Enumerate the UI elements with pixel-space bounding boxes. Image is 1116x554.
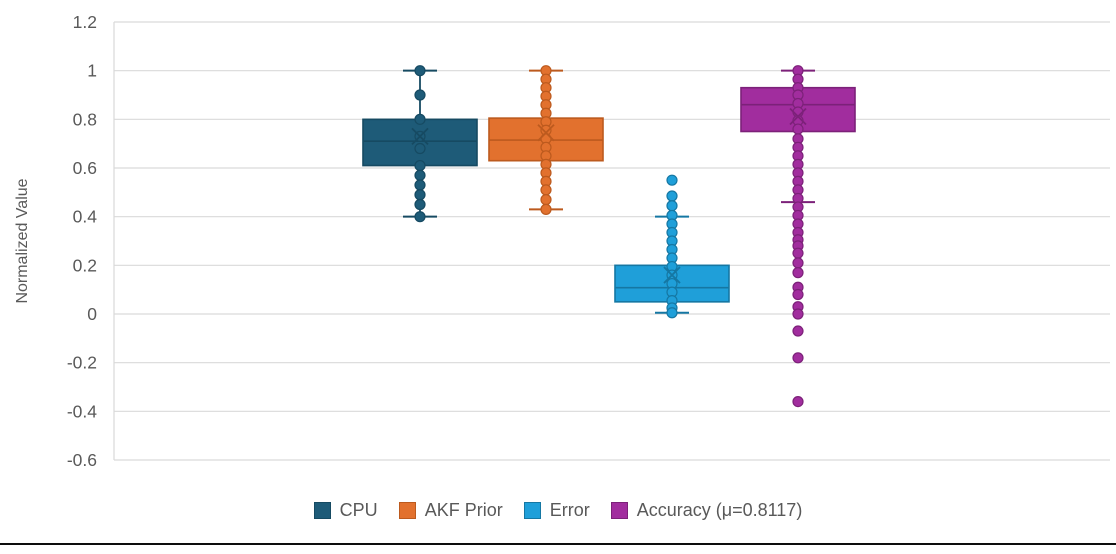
- mean-x-marker: [411, 127, 429, 146]
- box-series-error: [614, 174, 730, 319]
- data-point: [414, 142, 426, 155]
- data-point: [666, 200, 678, 212]
- legend-swatch-icon: [523, 501, 541, 519]
- data-point: [792, 123, 804, 135]
- box-series-cpu: [362, 65, 478, 223]
- data-point: [792, 352, 804, 364]
- data-point: [414, 159, 426, 172]
- legend: CPU AKF Prior Error Accuracy (μ=0.8117): [0, 501, 1116, 519]
- data-point: [414, 89, 426, 101]
- legend-item-accuracy: Accuracy (μ=0.8117): [610, 500, 803, 520]
- legend-label: AKF Prior: [424, 500, 503, 520]
- y-tick-label: 0: [87, 304, 97, 324]
- legend-label: CPU: [339, 500, 378, 520]
- data-point: [792, 247, 804, 259]
- data-point: [792, 257, 804, 269]
- legend-swatch-icon: [398, 501, 416, 519]
- data-point: [414, 198, 426, 211]
- data-point: [792, 396, 804, 408]
- legend-label: Error: [549, 500, 590, 520]
- data-point: [666, 307, 678, 319]
- legend-swatch-icon: [610, 501, 628, 519]
- y-tick-label: 1: [87, 61, 97, 81]
- data-point: [414, 113, 426, 125]
- legend-item-error: Error: [523, 500, 590, 520]
- y-tick-label: -0.2: [67, 353, 97, 373]
- data-point: [414, 211, 426, 223]
- legend-item-akf-prior: AKF Prior: [398, 500, 503, 520]
- bottom-divider-line: [0, 543, 1116, 545]
- y-tick-label: 0.4: [73, 207, 98, 227]
- y-tick-label: 1.2: [73, 12, 97, 32]
- mean-x-marker: [663, 266, 681, 284]
- data-point: [540, 184, 552, 196]
- mean-x-marker: [537, 124, 555, 142]
- y-tick-label: -0.4: [67, 401, 97, 421]
- data-point: [792, 308, 804, 320]
- data-point: [666, 190, 678, 202]
- data-point: [792, 288, 804, 301]
- data-point: [666, 174, 678, 186]
- data-point: [414, 189, 426, 201]
- data-point: [792, 325, 804, 337]
- data-point: [414, 179, 426, 191]
- y-tick-label: 0.6: [73, 158, 97, 178]
- data-point: [792, 267, 804, 279]
- data-point: [414, 65, 426, 77]
- box-series-akf-prior: [488, 65, 604, 215]
- y-tick-label: 0.8: [73, 109, 97, 129]
- mean-x-marker: [789, 107, 807, 126]
- y-tick-label: -0.6: [67, 450, 97, 470]
- legend-label: Accuracy (μ=0.8117): [636, 500, 803, 520]
- legend-item-cpu: CPU: [313, 500, 378, 520]
- box-series-accuracy: [740, 65, 856, 408]
- y-tick-label: 0.2: [73, 255, 97, 275]
- legend-swatch-icon: [313, 501, 331, 519]
- data-point: [540, 194, 552, 206]
- y-axis-title: Normalized Value: [14, 178, 31, 303]
- data-point: [540, 203, 552, 215]
- data-point: [414, 169, 426, 181]
- box-iqr: [362, 118, 478, 167]
